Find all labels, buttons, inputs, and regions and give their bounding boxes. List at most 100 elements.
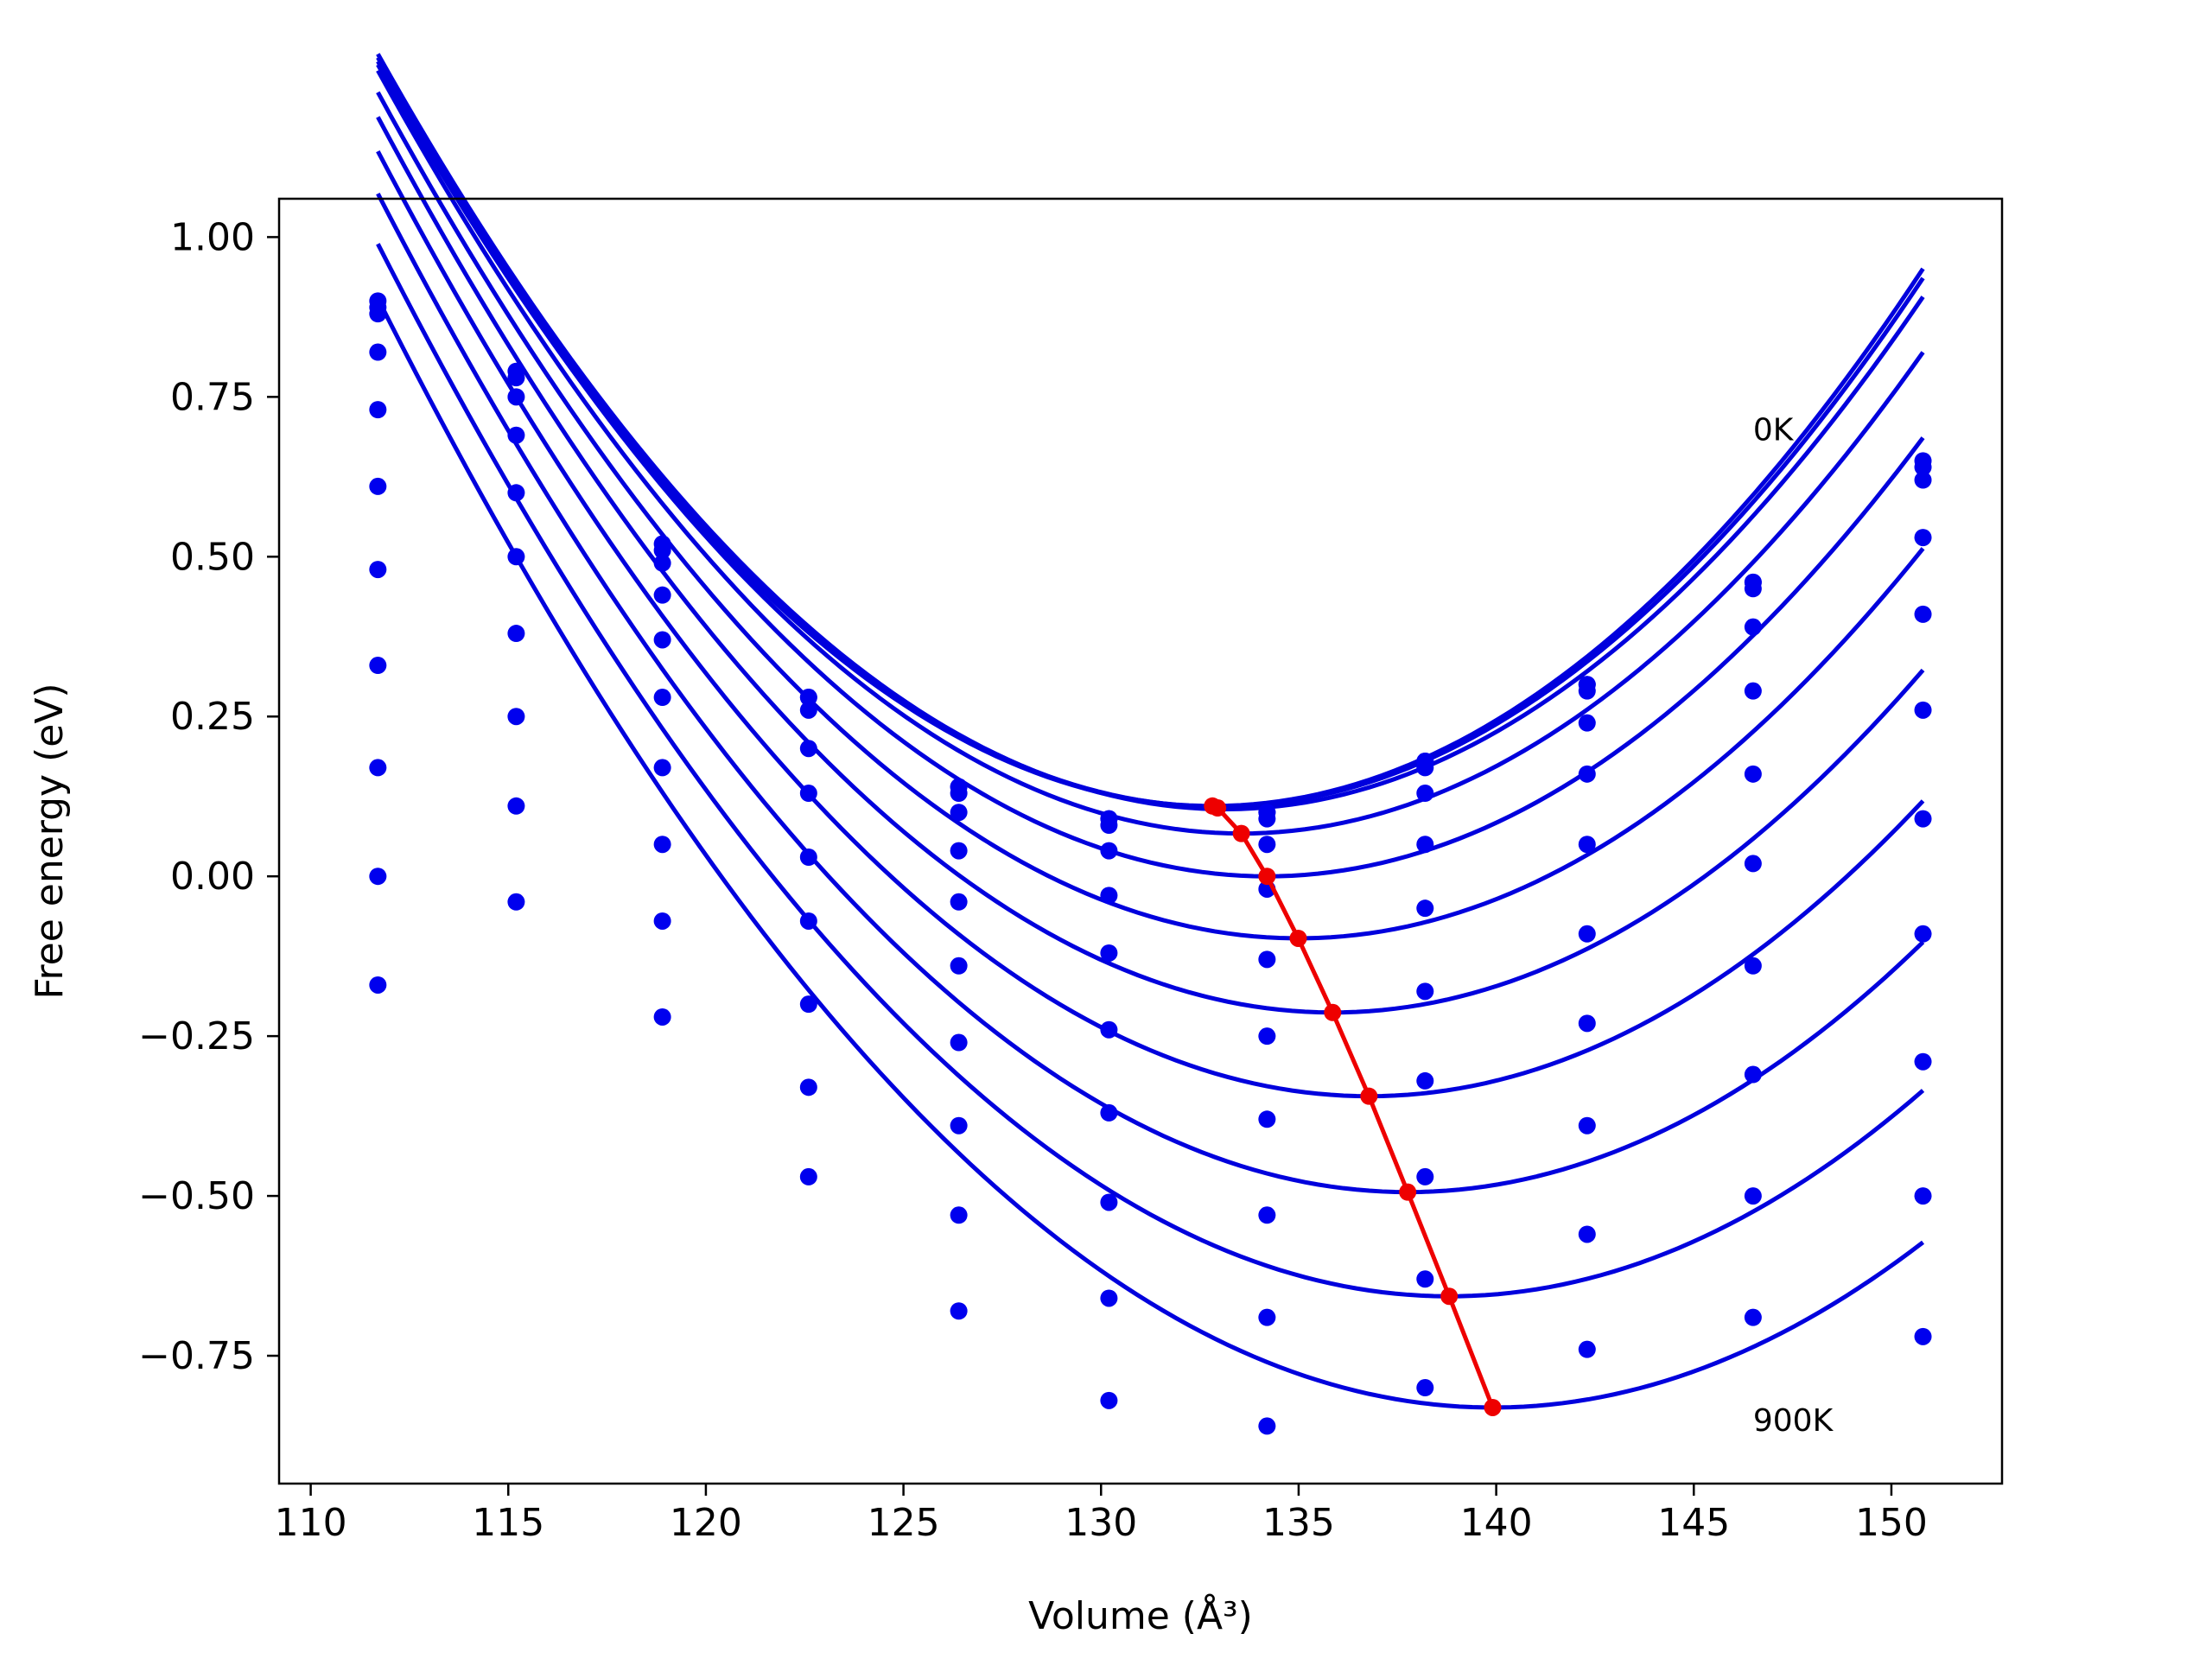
x-tick-label: 140 <box>1460 1501 1533 1545</box>
y-axis-label: Free energy (eV) <box>28 683 72 999</box>
fit-curve-8 <box>376 192 1925 1195</box>
data-point-9-9 <box>1744 1187 1762 1205</box>
data-point-6-6 <box>1258 1027 1276 1046</box>
y-tick-label: 0.75 <box>170 375 255 419</box>
x-tick-label: 135 <box>1262 1501 1335 1545</box>
data-point-7-4 <box>950 1033 968 1052</box>
fit-curve-6 <box>376 116 1925 1015</box>
x-tick-label: 150 <box>1855 1501 1928 1545</box>
x-axis: 110 115 120 125 130 135 140 145 150 <box>275 1484 1928 1545</box>
data-point-8-10 <box>1914 1052 1932 1071</box>
data-point-10-10 <box>1914 1327 1932 1345</box>
data-point-1-10 <box>1914 458 1932 476</box>
data-point-8-5 <box>1100 1193 1118 1211</box>
data-point-10-7 <box>1416 1379 1434 1397</box>
y-tick-label: 0.00 <box>170 855 255 899</box>
data-point-2-1 <box>507 388 525 406</box>
data-point-2-9 <box>1744 580 1762 598</box>
data-point-7-3 <box>799 995 817 1014</box>
axes-frame <box>277 197 2004 1485</box>
data-point-7-7 <box>1416 1071 1434 1090</box>
fit-curve-3 <box>376 60 1925 836</box>
data-point-8-9 <box>1744 1065 1762 1084</box>
data-point-6-8 <box>1578 925 1596 943</box>
data-point-1-1 <box>507 369 525 387</box>
x-tick-label: 125 <box>868 1501 940 1545</box>
minimum-point-9 <box>1484 1398 1502 1416</box>
data-point-6-5 <box>1100 1020 1118 1039</box>
data-point-5-2 <box>653 689 671 707</box>
data-point-10-5 <box>1100 1391 1118 1409</box>
minimum-point-5 <box>1324 1003 1342 1021</box>
data-point-1-3 <box>799 689 817 707</box>
minima-line <box>1211 804 1495 1408</box>
data-point-5-1 <box>507 548 525 566</box>
y-tick-label: 0.50 <box>170 535 255 579</box>
y-axis: 1.00 0.75 0.50 0.25 0.00 −0.25 −0.50 −0.75 <box>138 215 279 1378</box>
data-point-3-4 <box>950 804 968 822</box>
data-point-8-3 <box>799 1078 817 1096</box>
y-tick-label: −0.25 <box>138 1014 255 1058</box>
data-point-7-6 <box>1258 1110 1276 1128</box>
minimum-point-2 <box>1232 824 1250 842</box>
data-point-4-2 <box>653 631 671 649</box>
data-point-3-3 <box>799 740 817 758</box>
data-point-2-2 <box>653 554 671 572</box>
data-point-9-2 <box>653 1007 671 1026</box>
data-point-4-10 <box>1914 605 1932 623</box>
data-point-1-2 <box>653 541 671 559</box>
data-point-8-4 <box>950 1116 968 1135</box>
data-point-10-9 <box>1744 1308 1762 1326</box>
data-point-3-9 <box>1744 618 1762 636</box>
data-point-6-2 <box>653 759 671 777</box>
data-point-7-5 <box>1100 1103 1118 1122</box>
data-point-9-3 <box>799 1167 817 1185</box>
data-point-5-9 <box>1744 765 1762 783</box>
data-point-10-6 <box>1258 1417 1276 1435</box>
data-point-3-10 <box>1914 529 1932 547</box>
plot-area <box>369 53 1932 1435</box>
fit-curve-4 <box>376 69 1925 879</box>
y-tick-label: 1.00 <box>170 215 255 259</box>
data-point-5-10 <box>1914 701 1932 719</box>
y-tick-label: −0.50 <box>138 1174 255 1218</box>
x-tick-label: 145 <box>1657 1501 1730 1545</box>
data-point-4-7 <box>1416 836 1434 854</box>
annotation-0k: 0K <box>1753 412 1795 448</box>
data-point-4-3 <box>799 785 817 803</box>
data-point-9-0 <box>369 868 387 886</box>
x-tick-label: 110 <box>275 1501 347 1545</box>
data-point-5-4 <box>950 893 968 911</box>
data-point-10-4 <box>950 1302 968 1320</box>
data-point-6-9 <box>1744 855 1762 873</box>
data-point-8-8 <box>1578 1116 1596 1135</box>
x-tick-label: 120 <box>670 1501 742 1545</box>
data-point-6-10 <box>1914 810 1932 828</box>
data-point-7-2 <box>653 836 671 854</box>
annotation-900k: 900K <box>1753 1403 1834 1439</box>
data-point-5-3 <box>799 849 817 866</box>
data-point-4-5 <box>1100 887 1118 905</box>
data-point-2-10 <box>1914 471 1932 489</box>
data-point-2-3 <box>799 701 817 719</box>
data-point-3-1 <box>507 426 525 444</box>
minimum-point-8 <box>1440 1287 1459 1306</box>
data-point-7-1 <box>507 708 525 726</box>
fit-curve-9 <box>376 243 1925 1299</box>
data-point-3-0 <box>369 343 387 361</box>
data-point-3-8 <box>1578 714 1596 732</box>
data-point-6-3 <box>799 912 817 930</box>
data-point-9-4 <box>950 1206 968 1224</box>
data-point-2-6 <box>1258 810 1276 828</box>
minimum-point-7 <box>1399 1183 1417 1201</box>
data-point-9-10 <box>1914 1187 1932 1205</box>
data-point-2-4 <box>950 785 968 803</box>
data-point-7-10 <box>1914 925 1932 943</box>
data-point-2-8 <box>1578 682 1596 700</box>
data-point-10-0 <box>369 976 387 994</box>
data-point-6-1 <box>507 625 525 643</box>
fit-curve-5 <box>376 91 1925 941</box>
data-point-4-1 <box>507 484 525 502</box>
x-tick-label: 115 <box>472 1501 544 1545</box>
